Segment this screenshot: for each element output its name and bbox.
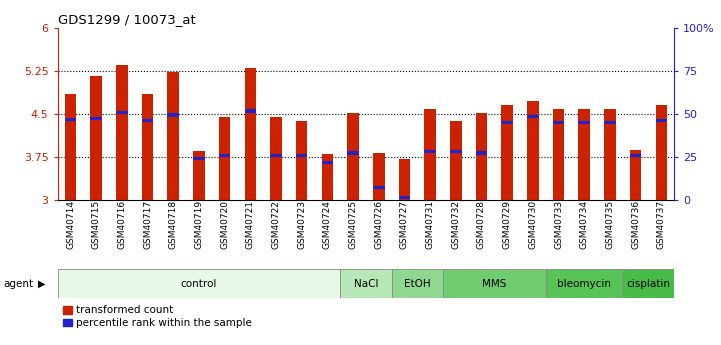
Text: agent: agent (4, 279, 34, 288)
Bar (373, 186, 384, 189)
Bar (425, 150, 436, 153)
Bar (219, 117, 231, 200)
Bar (392, 269, 443, 298)
Text: ▶: ▶ (37, 279, 45, 288)
Bar (116, 65, 128, 200)
Text: cisplatin: cisplatin (627, 279, 671, 289)
Bar (476, 151, 487, 155)
Bar (578, 121, 590, 124)
Text: GSM40736: GSM40736 (631, 200, 640, 249)
Bar (116, 111, 128, 114)
Text: GSM40729: GSM40729 (503, 200, 512, 249)
Text: GSM40737: GSM40737 (657, 200, 665, 249)
Bar (322, 154, 333, 200)
Text: GSM40728: GSM40728 (477, 200, 486, 249)
Bar (90, 77, 102, 200)
Bar (553, 121, 565, 124)
Text: GSM40725: GSM40725 (348, 200, 358, 249)
Text: GSM40731: GSM40731 (425, 200, 435, 249)
Text: GSM40720: GSM40720 (220, 200, 229, 249)
Text: GSM40733: GSM40733 (554, 200, 563, 249)
Bar (578, 109, 590, 200)
Bar (65, 118, 76, 121)
Bar (90, 117, 102, 120)
Text: GSM40726: GSM40726 (374, 200, 384, 249)
Bar (450, 150, 461, 153)
Text: GDS1299 / 10073_at: GDS1299 / 10073_at (58, 13, 195, 27)
Text: EtOH: EtOH (404, 279, 430, 289)
Bar (270, 154, 282, 157)
Bar (348, 151, 359, 155)
Bar (476, 113, 487, 200)
Text: GSM40716: GSM40716 (118, 200, 126, 249)
Bar (655, 105, 667, 200)
Text: GSM40734: GSM40734 (580, 200, 589, 249)
Bar (425, 109, 436, 200)
Bar (604, 121, 616, 124)
Bar (553, 109, 565, 200)
Bar (219, 154, 231, 157)
Text: MMS: MMS (482, 279, 507, 289)
Bar (193, 151, 205, 200)
Bar (65, 94, 76, 200)
Bar (546, 269, 623, 298)
Bar (142, 119, 154, 122)
Bar (604, 109, 616, 200)
Bar (527, 115, 539, 118)
Bar (270, 117, 282, 200)
Bar (501, 105, 513, 200)
Text: NaCl: NaCl (354, 279, 378, 289)
Bar (443, 269, 546, 298)
Bar (501, 121, 513, 124)
Bar (167, 114, 179, 117)
Bar (399, 159, 410, 200)
Bar (630, 154, 642, 157)
Bar (322, 161, 333, 164)
Text: GSM40732: GSM40732 (451, 200, 460, 249)
Bar (296, 121, 307, 200)
Text: GSM40730: GSM40730 (528, 200, 537, 249)
Text: bleomycin: bleomycin (557, 279, 611, 289)
Bar (244, 109, 256, 112)
Bar (167, 72, 179, 200)
Bar (193, 157, 205, 160)
Text: GSM40724: GSM40724 (323, 200, 332, 249)
Text: GSM40715: GSM40715 (92, 200, 101, 249)
Bar (296, 154, 307, 157)
Legend: transformed count, percentile rank within the sample: transformed count, percentile rank withi… (63, 305, 252, 328)
Bar (527, 101, 539, 200)
Text: GSM40718: GSM40718 (169, 200, 178, 249)
Bar (623, 269, 674, 298)
Bar (373, 153, 384, 200)
Bar (142, 94, 154, 200)
Bar (244, 68, 256, 200)
Text: GSM40717: GSM40717 (143, 200, 152, 249)
Bar (655, 119, 667, 122)
Text: GSM40722: GSM40722 (272, 200, 280, 249)
Text: GSM40719: GSM40719 (195, 200, 203, 249)
Text: GSM40735: GSM40735 (606, 200, 614, 249)
Bar (399, 196, 410, 199)
Bar (450, 121, 461, 200)
Text: control: control (181, 279, 217, 289)
Text: GSM40723: GSM40723 (297, 200, 306, 249)
Bar (340, 269, 392, 298)
Bar (348, 113, 359, 200)
Text: GSM40721: GSM40721 (246, 200, 255, 249)
Bar (630, 149, 642, 200)
Bar (58, 269, 340, 298)
Text: GSM40714: GSM40714 (66, 200, 75, 249)
Text: GSM40727: GSM40727 (400, 200, 409, 249)
